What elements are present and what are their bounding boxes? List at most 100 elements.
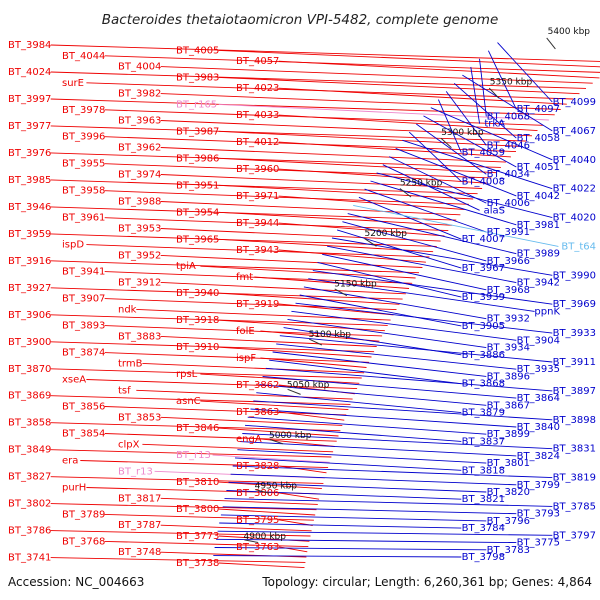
right-gene-label: BT_3967: [462, 263, 505, 274]
left-leader-line: [160, 120, 533, 137]
left-gene-label: BT_3862: [236, 380, 279, 391]
right-gene-label: BT_3796: [487, 516, 530, 527]
left-gene-label: BT_3768: [62, 536, 105, 547]
right-leader-line: [230, 473, 517, 486]
right-leader-line: [462, 74, 553, 132]
left-leader-line: [218, 103, 549, 121]
right-leader-line: [239, 441, 517, 457]
kbp-label: 5200 kbp: [365, 229, 408, 239]
left-gene-label: BT_3916: [8, 256, 51, 267]
accession-text: Accession: NC_004663: [8, 575, 144, 589]
left-gene-label: BT_3955: [62, 159, 105, 170]
right-leader-line: [295, 302, 553, 334]
right-gene-label: BT_3904: [517, 335, 560, 346]
right-leader-line: [228, 481, 487, 493]
left-leader-line: [200, 400, 349, 411]
right-leader-line: [250, 408, 517, 428]
right-gene-label: BT_3867: [487, 400, 530, 411]
left-gene-label: BT_3940: [176, 288, 219, 299]
left-leader-line: [104, 352, 370, 363]
right-gene-label: BT_3775: [517, 538, 560, 549]
right-leader-line: [256, 392, 462, 414]
left-leader-line: [104, 55, 600, 73]
right-gene-label: BT_4051: [517, 162, 560, 173]
left-gene-label: BT_4024: [8, 67, 51, 78]
left-leader-line: [278, 465, 327, 474]
left-gene-label: BT_3828: [236, 461, 279, 472]
right-gene-label: BT_3821: [462, 494, 505, 505]
left-leader-line: [160, 335, 377, 347]
left-leader-line: [50, 341, 375, 353]
left-gene-label: BT_3997: [8, 94, 51, 105]
right-gene-label: BT_4097: [517, 104, 560, 115]
left-leader-line: [50, 233, 437, 247]
right-gene-label: BT_3797: [553, 530, 596, 541]
right-leader-line: [497, 42, 553, 103]
left-gene-label: BT_3900: [8, 337, 51, 348]
left-gene-label: surE: [62, 78, 84, 89]
right-gene-label: BT_3784: [462, 523, 505, 534]
left-leader-line: [104, 433, 337, 442]
left-gene-label: BT_3977: [8, 121, 51, 132]
right-gene-label: BT_3819: [553, 473, 596, 484]
left-leader-line: [50, 125, 527, 142]
right-leader-line: [220, 514, 487, 522]
right-leader-line: [276, 343, 517, 370]
left-gene-label: BT_3962: [118, 143, 161, 154]
left-gene-label: ispD: [62, 240, 84, 251]
kbp-tick: [244, 539, 259, 543]
right-leader-line: [445, 91, 487, 146]
left-gene-label: BT_3918: [176, 315, 219, 326]
left-gene-label: BT_3853: [118, 412, 161, 423]
left-gene-label: BT_3985: [8, 175, 51, 186]
right-gene-label: BT_t64: [561, 241, 596, 252]
left-leader-line: [50, 44, 600, 62]
left-leader-line: [278, 411, 345, 421]
left-gene-label: BT_3893: [62, 321, 105, 332]
left-gene-label: BT_3974: [118, 170, 161, 181]
right-gene-label: BT_4042: [517, 191, 560, 202]
left-leader-line: [104, 217, 449, 232]
right-leader-line: [423, 115, 517, 168]
left-leader-line: [50, 503, 317, 511]
left-leader-line: [50, 449, 332, 458]
left-gene-label: BT_3817: [118, 493, 161, 504]
left-leader-line: [142, 362, 365, 374]
right-gene-label: BT_3966: [487, 256, 530, 267]
left-leader-line: [200, 265, 416, 279]
left-gene-label: BT_3741: [8, 553, 51, 564]
left-gene-label: BT_3869: [8, 391, 51, 402]
left-gene-label: BT_3858: [8, 418, 51, 429]
kbp-tick: [440, 137, 452, 148]
left-gene-label: BT_3787: [118, 520, 161, 531]
right-leader-line: [395, 147, 517, 197]
left-gene-label: BT_3795: [236, 515, 279, 526]
left-gene-label: BT_3748: [118, 547, 161, 558]
right-leader-line: [347, 213, 517, 255]
right-leader-line: [224, 498, 553, 507]
left-leader-line: [50, 71, 587, 89]
right-leader-line: [253, 400, 553, 421]
right-leader-line: [265, 367, 553, 392]
right-leader-line: [416, 123, 487, 175]
right-leader-line: [342, 221, 487, 262]
kbp-tick: [399, 188, 412, 198]
right-gene-label: BT_4007: [462, 234, 505, 245]
left-gene-label: BT_3856: [62, 402, 105, 413]
left-leader-line: [278, 168, 487, 184]
left-gene-label: BT_3738: [176, 558, 219, 569]
left-gene-label: BT_r165: [176, 99, 217, 110]
left-leader-line: [104, 406, 347, 416]
kbp-label: 4900 kbp: [244, 532, 287, 542]
left-gene-label: BT_3863: [236, 407, 279, 418]
left-leader-line: [160, 524, 312, 532]
left-leader-line: [160, 497, 318, 505]
left-gene-label: BT_3789: [62, 509, 105, 520]
right-gene-label: BT_3989: [517, 249, 560, 260]
left-gene-label: BT_3965: [176, 234, 219, 245]
left-leader-line: [160, 93, 561, 110]
kbp-label: 5150 kbp: [334, 280, 377, 290]
left-leader-line: [218, 346, 372, 358]
right-gene-label: trkA: [484, 119, 505, 130]
gene-labels: BT_3984 BT_4005 BT_4044 BT_4057 BT_4004 BT_40…: [8, 40, 596, 569]
